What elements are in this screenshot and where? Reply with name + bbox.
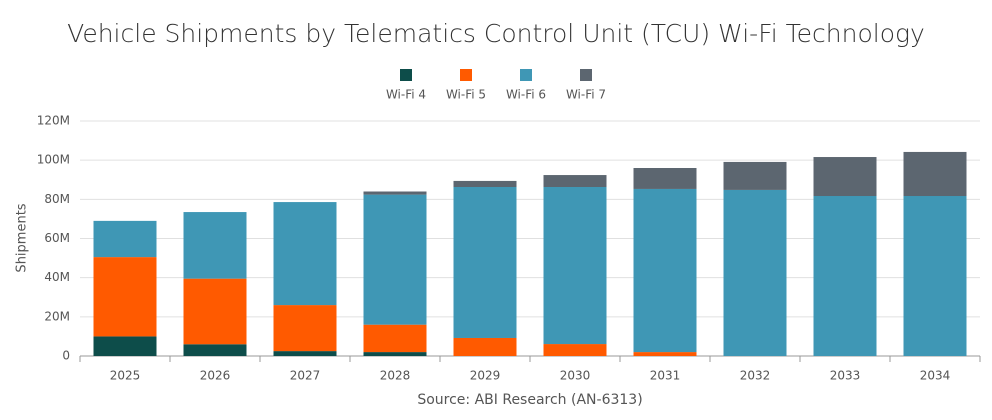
bar-segment xyxy=(453,180,517,187)
bar-segment xyxy=(813,196,877,356)
legend-swatch[interactable] xyxy=(460,69,472,81)
bar-segment xyxy=(183,344,247,356)
y-tick-label: 0 xyxy=(62,349,70,363)
legend-label[interactable]: Wi-Fi 6 xyxy=(506,88,546,102)
chart-title: Vehicle Shipments by Telematics Control … xyxy=(67,19,925,48)
legend-swatch[interactable] xyxy=(520,69,532,81)
bar-segment xyxy=(543,175,607,187)
bar-segment xyxy=(363,324,427,353)
bar-segment xyxy=(543,344,607,356)
bar-segment xyxy=(273,351,337,356)
x-tick-label: 2032 xyxy=(740,369,771,383)
bar-segment xyxy=(723,189,787,356)
bar-segment xyxy=(93,336,157,356)
x-tick-label: 2030 xyxy=(560,369,591,383)
legend-swatch[interactable] xyxy=(580,69,592,81)
source: Source: ABI Research (AN-6313) xyxy=(417,392,642,408)
bar-segment xyxy=(363,352,427,356)
bar-segment xyxy=(723,161,787,190)
bar-segment xyxy=(633,168,697,189)
bar-segment xyxy=(93,220,157,258)
x-tick-label: 2033 xyxy=(830,369,861,383)
bar-segment xyxy=(453,337,517,356)
x-tick-label: 2028 xyxy=(380,369,411,383)
y-tick-label: 120M xyxy=(37,114,70,128)
bar-segment xyxy=(903,151,967,197)
legend-label[interactable]: Wi-Fi 4 xyxy=(386,88,426,102)
bar-segment xyxy=(273,202,337,306)
bar-segment xyxy=(183,278,247,345)
y-axis-title: Shipments xyxy=(15,203,30,272)
bar-segment xyxy=(903,196,967,356)
bar-segment xyxy=(363,194,427,325)
x-tick-label: 2029 xyxy=(470,369,501,383)
y-tick-label: 40M xyxy=(44,270,70,284)
bar-segment xyxy=(543,186,607,345)
x-tick-label: 2034 xyxy=(920,369,951,383)
y-tick-label: 20M xyxy=(44,309,70,323)
bar-segment xyxy=(633,188,697,353)
legend-label[interactable]: Wi-Fi 7 xyxy=(566,88,606,102)
bar-segment xyxy=(183,212,247,279)
bar-segment xyxy=(453,186,517,338)
y-tick-label: 80M xyxy=(44,192,70,206)
legend-swatch[interactable] xyxy=(400,69,412,81)
x-tick-label: 2025 xyxy=(110,369,141,383)
y-tick-label: 100M xyxy=(37,153,70,167)
x-tick-label: 2031 xyxy=(650,369,681,383)
bar-segment xyxy=(273,305,337,352)
bar-segment xyxy=(363,191,427,195)
legend-label[interactable]: Wi-Fi 5 xyxy=(446,88,486,102)
y-tick-label: 60M xyxy=(44,231,70,245)
bar-segment xyxy=(813,157,877,197)
x-tick-label: 2027 xyxy=(290,369,321,383)
bar-segment xyxy=(93,257,157,337)
x-tick-label: 2026 xyxy=(200,369,231,383)
bar-segment xyxy=(633,352,697,356)
